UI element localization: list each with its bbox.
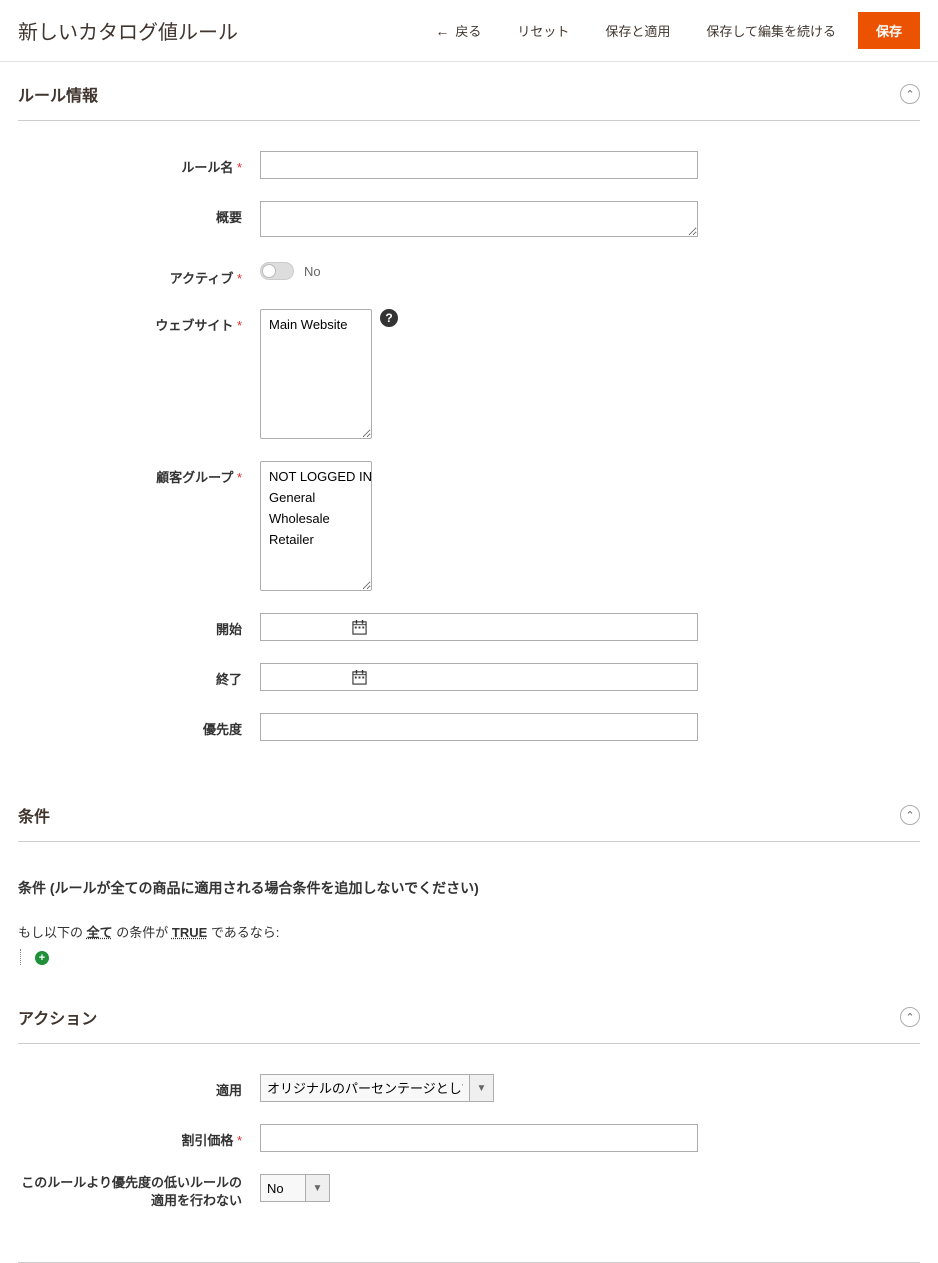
cg-option[interactable]: General [265,487,367,508]
save-button[interactable]: 保存 [858,12,920,49]
cg-option[interactable]: NOT LOGGED IN [265,466,367,487]
cond-suffix: であるなら: [207,925,279,940]
reset-button[interactable]: リセット [503,13,583,48]
add-condition-icon[interactable]: + [35,951,49,965]
chevron-down-icon[interactable]: ▼ [470,1074,494,1102]
label-apply: 適用 [18,1074,260,1099]
back-label: 戻る [455,21,481,40]
calendar-icon[interactable] [350,668,368,686]
rule-name-input[interactable] [260,151,698,179]
toggle-knob [262,264,276,278]
chevron-up-icon: ⌃ [900,84,920,104]
condition-tree: + [20,949,920,965]
section-title-rule-info: ルール情報 [18,82,98,106]
label-active: アクティブ [18,262,260,287]
chevron-down-icon[interactable]: ▼ [306,1174,330,1202]
section-body-conditions: 条件 (ルールが全ての商品に適用される場合条件を追加しないでください) もし以下… [18,842,920,985]
save-apply-button[interactable]: 保存と適用 [591,13,684,48]
cond-true-link[interactable]: TRUE [172,925,207,940]
section-rule-info: ルール情報 ⌃ ルール名 概要 アクティブ No ウェブサイト Main Web… [0,62,938,783]
from-date-input[interactable] [260,613,698,641]
label-rule-name: ルール名 [18,151,260,176]
cond-prefix: もし以下の [18,925,87,940]
label-discount-amount: 割引価格 [18,1124,260,1149]
save-continue-button[interactable]: 保存して編集を続ける [692,13,850,48]
back-arrow-icon: ← [435,23,449,39]
label-from: 開始 [18,613,260,638]
apply-select[interactable]: オリジナルのパーセンテージとして適用 [260,1074,470,1102]
section-header-conditions[interactable]: 条件 ⌃ [18,783,920,842]
section-conditions: 条件 ⌃ 条件 (ルールが全ての商品に適用される場合条件を追加しないでください)… [0,783,938,985]
active-toggle[interactable] [260,262,294,280]
customer-groups-select[interactable]: NOT LOGGED IN General Wholesale Retailer [260,461,372,591]
cond-mid: の条件が [113,925,172,940]
to-date-input[interactable] [260,663,698,691]
chevron-up-icon: ⌃ [900,1007,920,1027]
label-websites: ウェブサイト [18,309,260,334]
label-discard: このルールより優先度の低いルールの適用を行わない [18,1174,260,1210]
section-title-conditions: 条件 [18,803,50,827]
active-value: No [304,264,321,279]
cond-all-link[interactable]: 全て [87,925,113,940]
section-body-actions: 適用 オリジナルのパーセンテージとして適用 ▼ 割引価格 このルールより優先度の… [18,1044,920,1252]
condition-sentence: もし以下の 全て の条件が TRUE であるなら: [18,922,920,941]
discount-amount-input[interactable] [260,1124,698,1152]
label-priority: 優先度 [18,713,260,738]
conditions-subtitle: 条件 (ルールが全ての商品に適用される場合条件を追加しないでください) [18,878,920,898]
section-header-actions[interactable]: アクション ⌃ [18,985,920,1044]
cg-option[interactable]: Wholesale [265,508,367,529]
label-customer-groups: 顧客グループ [18,461,260,486]
section-body-rule-info: ルール名 概要 アクティブ No ウェブサイト Main Website ? [18,121,920,783]
websites-select[interactable]: Main Website [260,309,372,439]
discard-select[interactable]: No [260,1174,306,1202]
header-actions: ← 戻る リセット 保存と適用 保存して編集を続ける 保存 [421,12,920,49]
section-title-actions: アクション [18,1005,97,1029]
cg-option[interactable]: Retailer [265,529,367,550]
label-description: 概要 [18,201,260,226]
label-to: 終了 [18,663,260,688]
section-header-rule-info[interactable]: ルール情報 ⌃ [18,62,920,121]
website-option[interactable]: Main Website [265,314,367,335]
page-header: 新しいカタログ値ルール ← 戻る リセット 保存と適用 保存して編集を続ける 保… [0,0,938,62]
calendar-icon[interactable] [350,618,368,636]
back-button[interactable]: ← 戻る [421,13,495,48]
page-title: 新しいカタログ値ルール [18,16,238,45]
section-actions: アクション ⌃ 適用 オリジナルのパーセンテージとして適用 ▼ 割引価格 このル… [0,985,938,1252]
chevron-up-icon: ⌃ [900,805,920,825]
help-icon[interactable]: ? [380,309,398,327]
description-input[interactable] [260,201,698,237]
priority-input[interactable] [260,713,698,741]
